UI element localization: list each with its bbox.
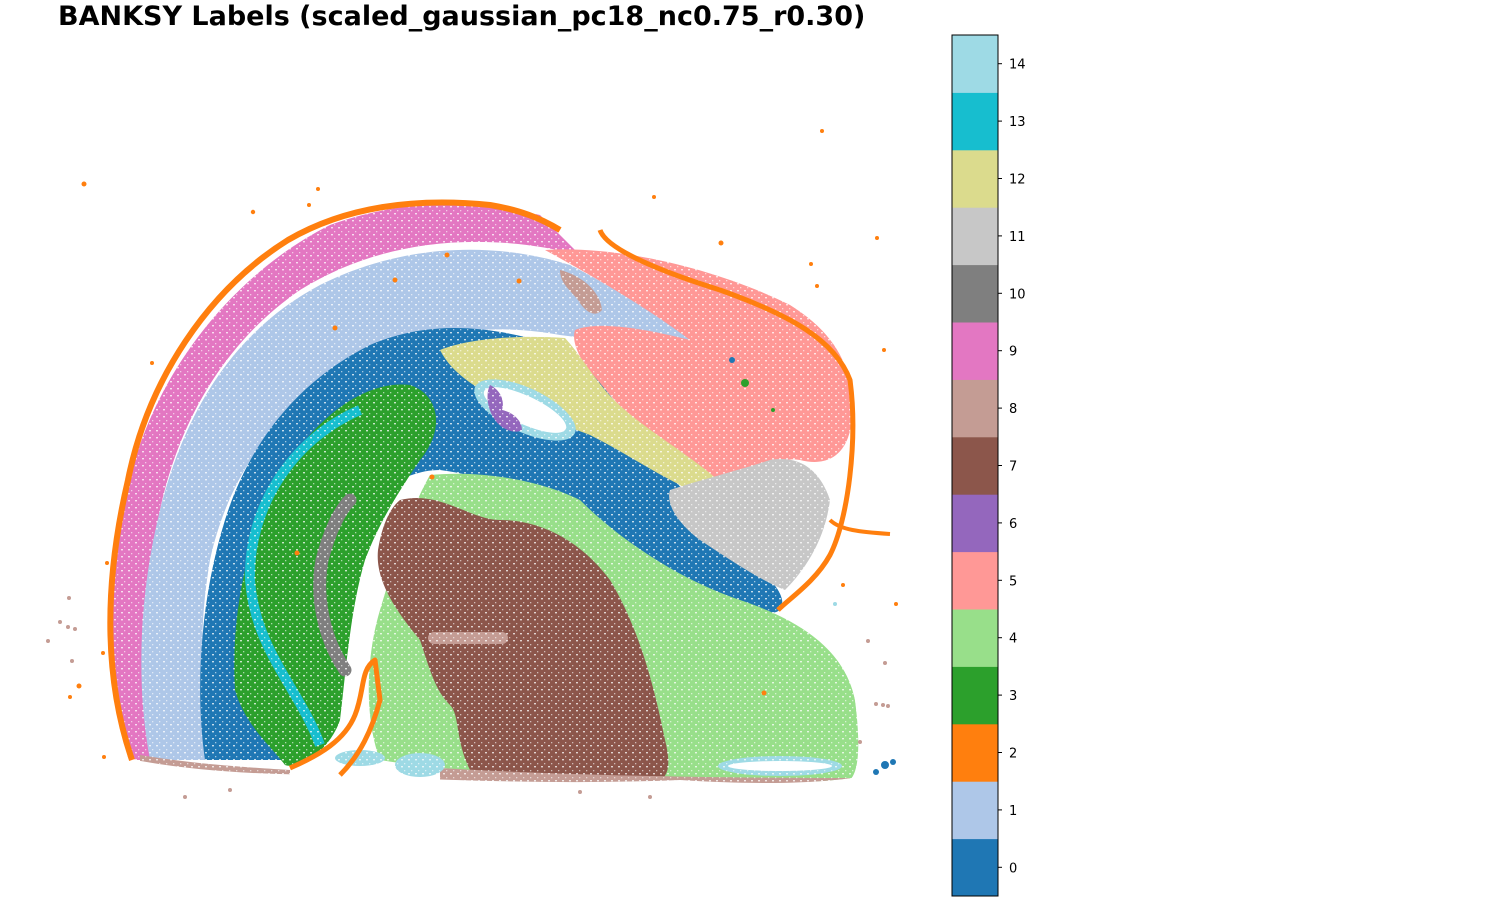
colorbar-swatch-3 bbox=[952, 666, 998, 725]
colorbar-swatch-0 bbox=[952, 838, 998, 897]
colorbar-tick-label: 7 bbox=[1009, 460, 1017, 475]
colorbar-tick-label: 13 bbox=[1009, 115, 1026, 130]
colorbar-swatch-9 bbox=[952, 322, 998, 380]
colorbar-swatch-2 bbox=[952, 723, 998, 782]
cluster-2-boundary bbox=[828, 518, 891, 536]
point-texture bbox=[111, 202, 891, 783]
colorbar-swatch-6 bbox=[952, 494, 998, 553]
colorbar-swatch-1 bbox=[952, 781, 998, 840]
colorbar-tick-label: 11 bbox=[1009, 230, 1026, 245]
colorbar-swatch-14 bbox=[952, 35, 998, 93]
colorbar-tick-label: 8 bbox=[1009, 402, 1017, 417]
colorbar-swatch-12 bbox=[952, 149, 998, 208]
colorbar-tick-label: 4 bbox=[1009, 632, 1017, 647]
colorbar-tick-label: 0 bbox=[1009, 861, 1017, 876]
colorbar-swatch-5 bbox=[952, 551, 998, 610]
colorbar-frame bbox=[951, 34, 999, 897]
colorbar-tick-label: 1 bbox=[1009, 804, 1017, 819]
colorbar-tick-label: 2 bbox=[1009, 747, 1017, 762]
cluster-2-boundary bbox=[107, 199, 562, 761]
colorbar-tick-label: 5 bbox=[1009, 574, 1017, 589]
colorbar-swatch-11 bbox=[952, 207, 998, 266]
colorbar-tick-label: 10 bbox=[1009, 287, 1026, 302]
colorbar-swatch-7 bbox=[952, 436, 998, 495]
chart-title: BANKSY Labels (scaled_gaussian_pc18_nc0.… bbox=[58, 1, 866, 32]
colorbar-tick-label: 9 bbox=[1009, 345, 1017, 360]
colorbar-tick-label: 6 bbox=[1009, 517, 1017, 532]
colorbar-tick-label: 3 bbox=[1009, 689, 1017, 704]
colorbar-swatch-8 bbox=[952, 379, 998, 438]
colorbar-swatch-13 bbox=[952, 92, 998, 151]
colorbar-swatch-4 bbox=[952, 609, 998, 667]
colorbar-tick-label: 14 bbox=[1009, 58, 1026, 73]
colorbar-tick-label: 12 bbox=[1009, 173, 1026, 188]
cluster-2-boundary bbox=[597, 228, 856, 612]
scatter-plot bbox=[46, 129, 898, 799]
outlier-points bbox=[46, 129, 898, 799]
colorbar-swatch-10 bbox=[952, 264, 998, 323]
cluster-2-boundary bbox=[289, 657, 383, 777]
